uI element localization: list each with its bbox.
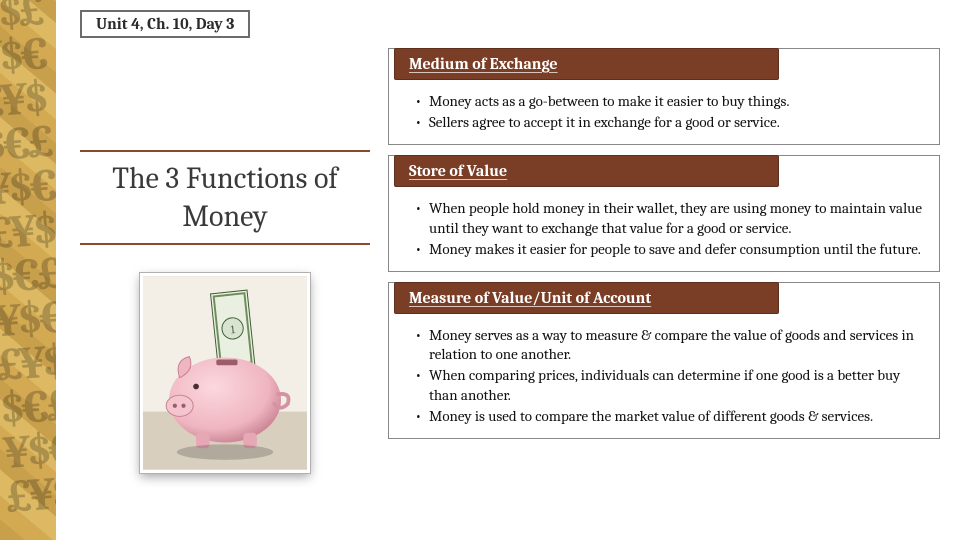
function-block: Measure of Value/Unit of Account Money s… [388, 282, 940, 439]
function-point: When comparing prices, individuals can d… [415, 366, 923, 404]
function-point: When people hold money in their wallet, … [415, 199, 923, 237]
function-point: Money acts as a go-between to make it ea… [415, 92, 923, 111]
function-point: Money is used to compare the market valu… [415, 407, 923, 426]
function-point: Money makes it easier for people to save… [415, 240, 923, 259]
function-block: Medium of Exchange Money acts as a go-be… [388, 48, 940, 145]
function-heading: Measure of Value/Unit of Account [394, 282, 779, 314]
left-column: The 3 Functions of Money 1 [80, 150, 370, 473]
function-body: When people hold money in their wallet, … [389, 191, 939, 271]
function-heading: Store of Value [394, 155, 779, 187]
function-point: Sellers agree to accept it in exchange f… [415, 113, 923, 132]
function-body: Money acts as a go-between to make it ea… [389, 84, 939, 144]
decorative-gold-band: €$£ ¥$€ £¥$ $€£ ¥$€ £¥$ $€£ ¥$€ £¥$ $€£ … [0, 0, 56, 540]
function-body: Money serves as a way to measure & compa… [389, 318, 939, 438]
slide-title: The 3 Functions of Money [80, 150, 370, 245]
function-point: Money serves as a way to measure & compa… [415, 326, 923, 364]
unit-chapter-tag: Unit 4, Ch. 10, Day 3 [80, 10, 250, 38]
functions-column: Medium of Exchange Money acts as a go-be… [388, 48, 940, 449]
piggy-bank-illustration: 1 [140, 273, 310, 473]
function-heading: Medium of Exchange [394, 48, 779, 80]
function-block: Store of Value When people hold money in… [388, 155, 940, 272]
currency-glyph-texture: €$£ ¥$€ £¥$ $€£ ¥$€ £¥$ $€£ ¥$€ £¥$ $€£ … [0, 0, 56, 540]
